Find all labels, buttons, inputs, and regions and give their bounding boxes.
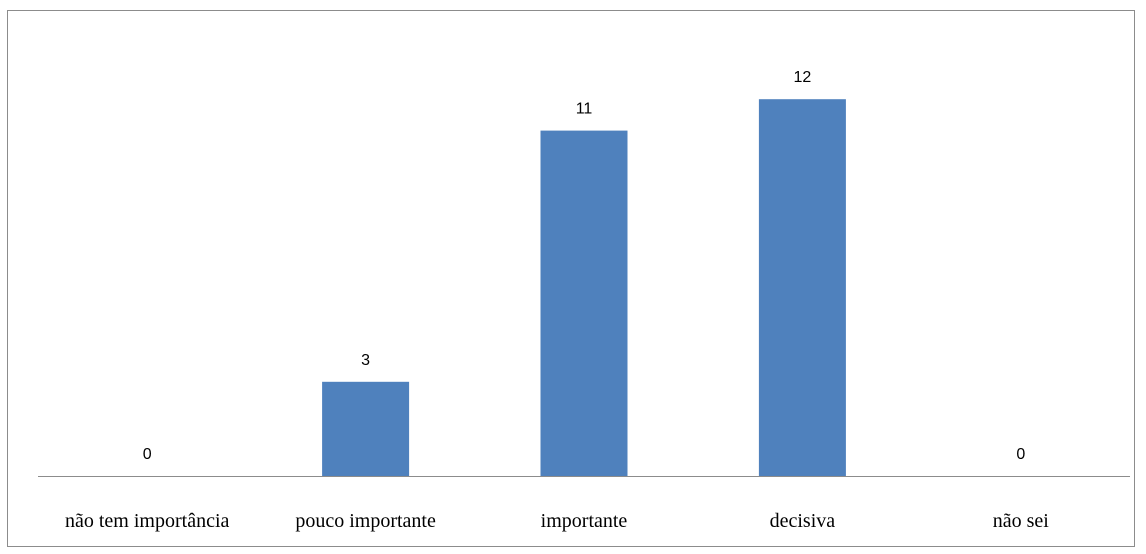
value-label-1: 3 [361,352,370,369]
bar-3 [758,99,846,476]
category-label-0: não tem importância [65,510,230,532]
category-labels-group: não tem importância pouco importante impor… [65,510,1049,532]
category-label-4: não sei [993,510,1050,532]
category-label-3: decisiva [770,510,836,532]
value-labels-group: 0 3 11 12 0 [143,69,1026,463]
bar-1 [322,381,410,476]
category-label-1: pouco importante [295,510,436,532]
bars-group [322,99,846,476]
category-label-2: importante [541,510,628,532]
value-label-2: 11 [576,101,593,118]
value-label-3: 12 [794,69,812,86]
value-label-0: 0 [143,446,152,463]
value-label-4: 0 [1016,446,1025,463]
bar-2 [540,130,628,476]
